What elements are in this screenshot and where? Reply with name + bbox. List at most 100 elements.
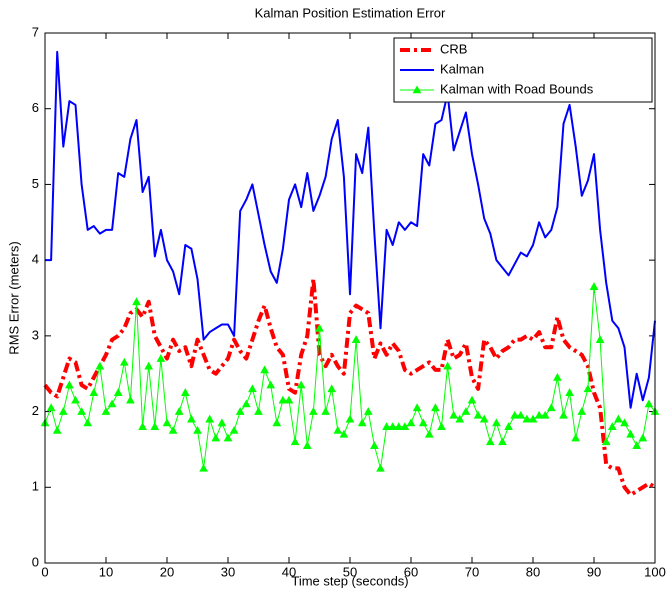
point-marker: [449, 410, 459, 419]
legend-label: Kalman with Road Bounds: [440, 81, 594, 96]
point-marker: [339, 429, 349, 438]
point-marker: [107, 399, 117, 408]
point-marker: [528, 414, 538, 423]
point-marker: [193, 425, 202, 434]
point-marker: [266, 380, 276, 389]
point-marker: [254, 407, 263, 415]
point-marker: [351, 335, 361, 343]
point-marker: [418, 418, 428, 427]
point-marker: [394, 422, 404, 431]
point-marker: [370, 441, 379, 449]
point-marker: [406, 418, 416, 427]
plot-area: [45, 33, 655, 563]
point-marker: [302, 441, 312, 449]
y-tick-label: 0: [32, 554, 39, 569]
point-marker: [205, 414, 215, 423]
y-tick-label: 6: [32, 100, 39, 115]
point-marker: [485, 437, 495, 446]
point-marker: [540, 410, 550, 419]
series-line: [43, 277, 657, 497]
point-marker: [58, 407, 68, 415]
point-marker: [162, 418, 172, 427]
point-marker: [187, 414, 196, 423]
y-tick-label: 5: [32, 176, 39, 191]
point-marker: [424, 429, 434, 438]
point-marker: [534, 410, 544, 419]
point-marker: [199, 463, 208, 472]
point-marker: [260, 365, 269, 374]
point-marker: [113, 388, 123, 396]
point-marker: [144, 361, 154, 370]
point-marker: [290, 437, 300, 446]
point-marker: [77, 407, 86, 415]
point-marker: [498, 437, 507, 446]
point-marker: [632, 441, 642, 449]
point-marker: [156, 354, 166, 362]
x-axis-label: Time step (seconds): [291, 573, 408, 588]
point-marker: [284, 395, 294, 404]
legend-label: Kalman: [440, 61, 484, 76]
point-marker: [382, 422, 391, 431]
point-marker: [309, 407, 318, 415]
point-marker: [52, 425, 62, 434]
x-tick-label: 20: [160, 564, 174, 579]
point-marker: [168, 425, 178, 434]
point-marker: [83, 418, 93, 427]
point-marker: [553, 372, 562, 381]
point-marker: [174, 407, 184, 415]
point-marker: [638, 433, 648, 442]
point-marker: [510, 410, 520, 419]
point-marker: [614, 414, 623, 423]
point-marker: [296, 380, 306, 389]
x-tick-label: 0: [41, 564, 48, 579]
point-marker: [65, 380, 74, 389]
series-line: [45, 50, 656, 409]
x-tick-label: 50: [343, 564, 357, 579]
x-tick-label: 30: [221, 564, 235, 579]
point-marker: [473, 410, 483, 419]
point-marker: [577, 407, 587, 415]
point-marker: [589, 282, 599, 290]
point-marker: [180, 388, 190, 396]
x-tick-label: 80: [526, 564, 540, 579]
point-marker: [333, 425, 343, 434]
point-marker: [607, 422, 617, 431]
point-marker: [388, 422, 398, 431]
point-marker: [583, 384, 593, 393]
point-marker: [150, 422, 160, 431]
point-marker: [71, 395, 80, 404]
point-marker: [504, 422, 513, 431]
point-marker: [595, 335, 605, 343]
point-marker: [443, 361, 452, 370]
x-tick-label: 10: [99, 564, 113, 579]
point-marker: [467, 395, 477, 404]
legend-box: [393, 37, 653, 103]
point-marker: [321, 407, 330, 415]
point-marker: [601, 437, 611, 446]
point-marker: [412, 403, 422, 412]
y-tick-label: 1: [32, 479, 39, 494]
point-marker: [138, 422, 147, 431]
point-marker: [376, 463, 385, 472]
point-marker: [400, 422, 410, 431]
x-tick-label: 100: [644, 564, 666, 579]
point-marker: [95, 361, 105, 370]
y-tick-label: 3: [32, 327, 39, 342]
point-marker: [235, 407, 245, 415]
point-marker: [132, 297, 141, 306]
point-marker: [119, 357, 129, 366]
y-tick-label: 7: [32, 24, 39, 39]
point-marker: [327, 384, 337, 393]
y-tick-label: 2: [32, 403, 39, 418]
point-marker: [479, 414, 489, 423]
x-tick-label: 40: [282, 564, 296, 579]
point-marker: [315, 323, 324, 332]
point-marker: [211, 433, 221, 442]
point-marker: [431, 403, 440, 412]
point-marker: [461, 407, 471, 415]
point-marker: [229, 425, 239, 434]
point-marker: [546, 403, 556, 412]
point-marker: [437, 422, 446, 431]
